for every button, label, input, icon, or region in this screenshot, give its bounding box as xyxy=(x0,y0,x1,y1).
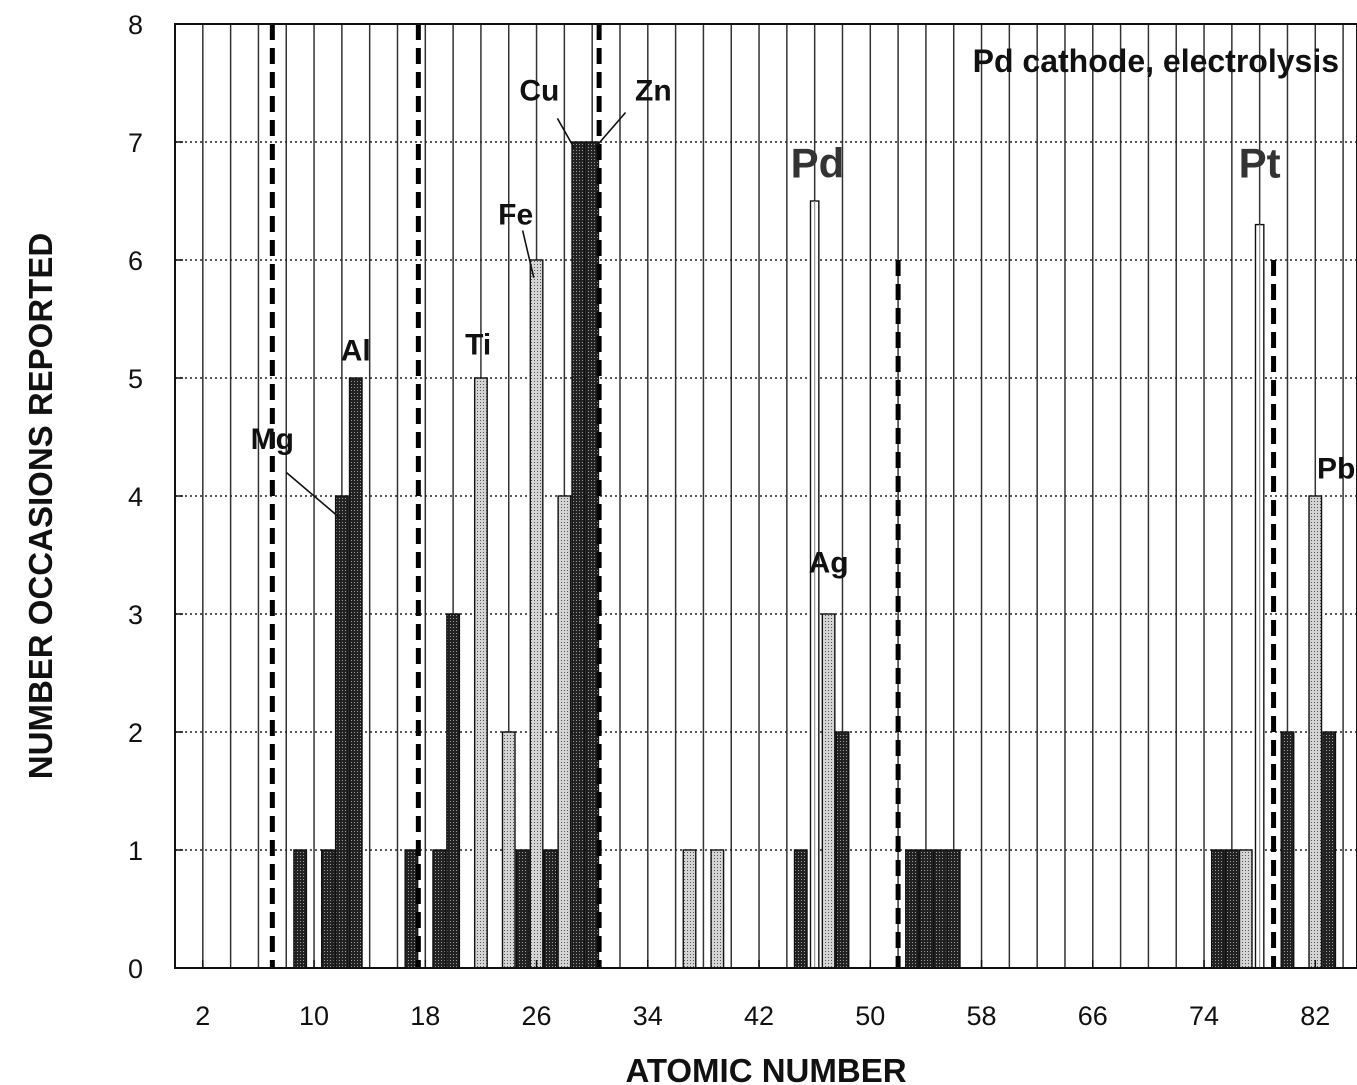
element-label: Zn xyxy=(635,75,672,108)
bar xyxy=(585,141,600,969)
bars-layer xyxy=(293,141,1337,969)
element-label: Ti xyxy=(465,328,491,361)
bar xyxy=(473,377,488,969)
element-label: Pt xyxy=(1239,139,1281,186)
bar xyxy=(501,731,516,969)
bar xyxy=(932,849,947,969)
annotation-pointer xyxy=(521,230,535,278)
x-axis-label: ATOMIC NUMBER xyxy=(625,1052,906,1085)
bar xyxy=(710,849,725,969)
annotations-layer: Mg Al Ti Fe Cu Zn Pd Ag Pt Pb xyxy=(251,75,1356,580)
y-tick-label: 3 xyxy=(128,600,143,630)
bar xyxy=(918,849,933,969)
bar xyxy=(432,849,447,969)
x-tick-label: 2 xyxy=(195,1001,210,1031)
y-tick-label: 1 xyxy=(128,836,143,866)
bar xyxy=(404,849,419,969)
bar xyxy=(557,495,572,969)
x-tick-label: 10 xyxy=(299,1001,329,1031)
element-label: Al xyxy=(341,334,371,367)
annotation-pointer xyxy=(285,471,343,521)
bar xyxy=(682,849,697,969)
y-tick-label: 5 xyxy=(128,364,143,394)
bar xyxy=(334,495,349,969)
y-tick-label: 7 xyxy=(128,128,143,158)
bar xyxy=(293,849,308,969)
bar xyxy=(1322,731,1337,969)
bar xyxy=(905,849,919,969)
annotation-pointer xyxy=(556,118,575,149)
x-tick-label: 18 xyxy=(410,1001,440,1031)
x-tick-label: 34 xyxy=(633,1001,663,1031)
element-label: Cu xyxy=(519,75,559,108)
x-tick-label: 82 xyxy=(1300,1001,1330,1031)
bar xyxy=(543,849,558,969)
bar xyxy=(321,849,335,969)
x-tick-label: 74 xyxy=(1189,1001,1219,1031)
bar xyxy=(571,141,586,969)
x-tick-label: 50 xyxy=(855,1001,885,1031)
element-label: Pd xyxy=(791,139,845,186)
element-label: Ag xyxy=(809,547,849,580)
annotation-pointer xyxy=(594,111,627,149)
bar xyxy=(946,849,961,969)
dashed-lines-layer xyxy=(269,24,1277,968)
bar xyxy=(1238,849,1253,969)
bar xyxy=(446,613,461,969)
bar xyxy=(1308,495,1323,969)
x-tick-label: 26 xyxy=(522,1001,552,1031)
y-tick-label: 2 xyxy=(128,718,143,748)
x-tick-label: 66 xyxy=(1078,1001,1108,1031)
bar xyxy=(529,259,544,969)
y-tick-label: 0 xyxy=(128,954,143,984)
element-label: Mg xyxy=(251,423,294,456)
bar xyxy=(835,731,850,969)
x-tick-label: 58 xyxy=(967,1001,997,1031)
chart-title: Pd cathode, electrolysis xyxy=(973,43,1339,79)
y-tick-label: 6 xyxy=(128,246,143,276)
bar xyxy=(515,849,530,969)
bar xyxy=(1210,849,1225,969)
bar xyxy=(1280,731,1295,969)
x-tick-label: 42 xyxy=(744,1001,774,1031)
bar xyxy=(1224,849,1239,969)
element-label: Fe xyxy=(498,199,533,232)
bar xyxy=(793,849,808,969)
y-axis-label: NUMBER OCCASIONS REPORTED xyxy=(22,233,59,779)
y-tick-label: 8 xyxy=(128,10,143,40)
element-label: Pb xyxy=(1317,452,1355,485)
y-tick-label: 4 xyxy=(128,482,143,512)
bar xyxy=(821,613,836,969)
bar xyxy=(348,377,363,969)
